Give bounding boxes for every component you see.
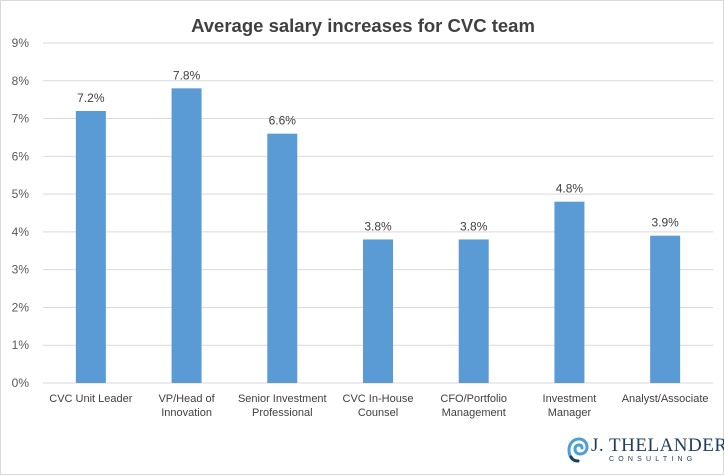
x-category-label: Investment: [543, 393, 597, 405]
data-label: 4.8%: [556, 182, 584, 196]
y-tick-label: 0%: [12, 376, 30, 390]
x-category-label: VP/Head of: [158, 393, 215, 405]
x-category-label: Innovation: [161, 407, 212, 419]
bar: [363, 239, 393, 383]
logo-subtitle: CONSULTING: [609, 456, 697, 463]
bar: [75, 111, 106, 383]
logo-name: J. THELANDER: [591, 435, 724, 456]
bar: [458, 239, 489, 383]
data-label: 7.2%: [77, 91, 105, 105]
x-category-label: CVC Unit Leader: [49, 393, 132, 405]
y-tick-label: 5%: [12, 187, 30, 201]
y-tick-label: 7%: [12, 112, 30, 126]
bar: [650, 235, 681, 383]
data-label: 3.9%: [651, 216, 679, 230]
data-label: 3.8%: [460, 219, 488, 233]
y-tick-label: 8%: [12, 74, 30, 88]
x-category-label: Management: [442, 407, 506, 419]
y-tick-label: 4%: [12, 225, 30, 239]
data-label: 7.8%: [173, 68, 201, 82]
y-tick-label: 3%: [12, 263, 30, 277]
bar: [267, 133, 298, 383]
x-category-label: Counsel: [358, 407, 398, 419]
bar: [171, 88, 202, 383]
x-category-label: CVC In-House: [343, 393, 414, 405]
data-label: 6.6%: [269, 114, 297, 128]
x-category-label: Professional: [252, 407, 313, 419]
data-label: 3.8%: [364, 219, 392, 233]
y-tick-label: 9%: [12, 36, 30, 50]
x-category-label: Manager: [548, 407, 592, 419]
x-category-label: CFO/Portfolio: [440, 393, 507, 405]
x-category-label: Senior Investment: [238, 393, 327, 405]
bar: [554, 201, 585, 383]
y-tick-label: 1%: [12, 338, 30, 352]
x-category-label: Analyst/Associate: [622, 393, 709, 405]
y-tick-label: 6%: [12, 149, 30, 163]
spiral-logo-icon: [567, 437, 589, 463]
chart-title: Average salary increases for CVC team: [191, 15, 535, 36]
company-logo: J. THELANDER CONSULTING: [567, 435, 724, 467]
y-tick-label: 2%: [12, 300, 30, 314]
